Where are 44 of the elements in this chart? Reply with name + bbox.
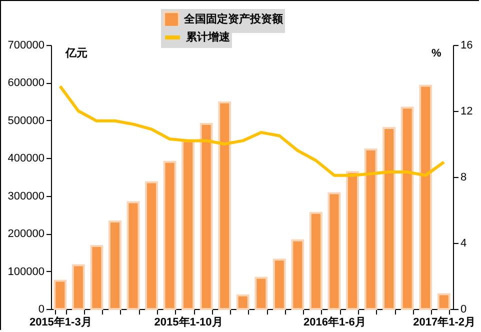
y-tick-label: 400000 [8,152,44,165]
bar [145,181,158,310]
bar [437,293,450,310]
bar [400,106,414,310]
bar [54,280,67,310]
x-tick-label: 2015年1-10月 [154,316,223,328]
bar [254,276,268,310]
bar [90,245,104,310]
bar [364,148,378,310]
bar [163,160,176,310]
y-tick-label: 100000 [8,266,44,278]
y-tick-label: 200000 [8,228,44,240]
x-tick-label: 2015年1-3月 [29,316,92,328]
bar [126,201,140,310]
bar [328,192,341,310]
legend-label: 全国固定资产投资额 [183,12,284,26]
y2-tick-label: 16 [460,40,473,52]
y-axis-title: 亿元 [64,48,88,60]
bar [236,294,250,310]
y-tick-label: 600000 [8,77,44,90]
y-tick-label: 0 [38,304,44,316]
bar [346,171,359,310]
bar [382,126,396,310]
bar [218,101,232,310]
bar [200,122,213,310]
bar [419,84,432,310]
bar [182,140,195,310]
y-tick-label: 500000 [8,114,44,127]
bar [72,264,85,310]
y2-tick-label: 8 [460,172,467,184]
legend-label: 累计增速 [185,30,231,44]
y-tick-label: 700000 [8,40,44,52]
bar [309,212,322,310]
y2-tick-label: 0 [460,304,467,316]
bar [272,258,286,310]
bar [108,220,122,310]
line-series [58,84,446,177]
y2-tick-label: 4 [460,238,467,250]
x-tick-label: 2017年1-2月 [413,316,476,328]
y2-axis-title: % [432,48,442,60]
x-tick-label: 2016年1-6月 [304,316,366,328]
y2-tick-label: 12 [460,106,473,118]
bar [291,239,304,310]
y-tick-label: 300000 [8,190,44,202]
